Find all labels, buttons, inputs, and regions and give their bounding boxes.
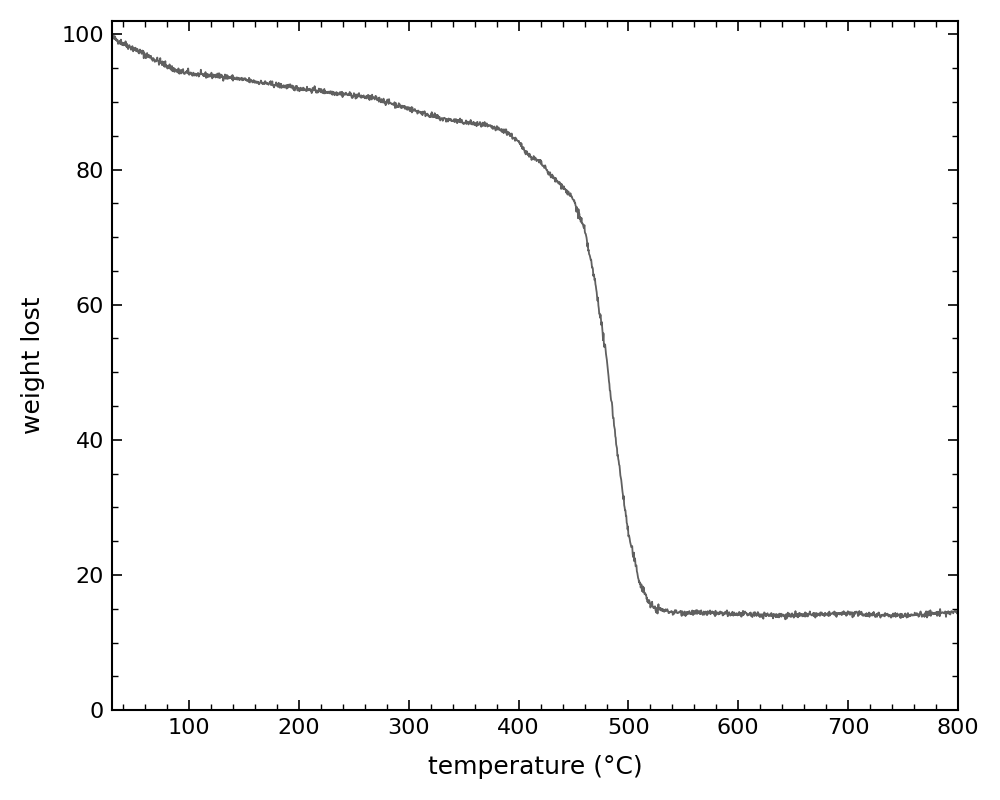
X-axis label: temperature (°C): temperature (°C) xyxy=(428,755,642,779)
Y-axis label: weight lost: weight lost xyxy=(21,297,45,434)
